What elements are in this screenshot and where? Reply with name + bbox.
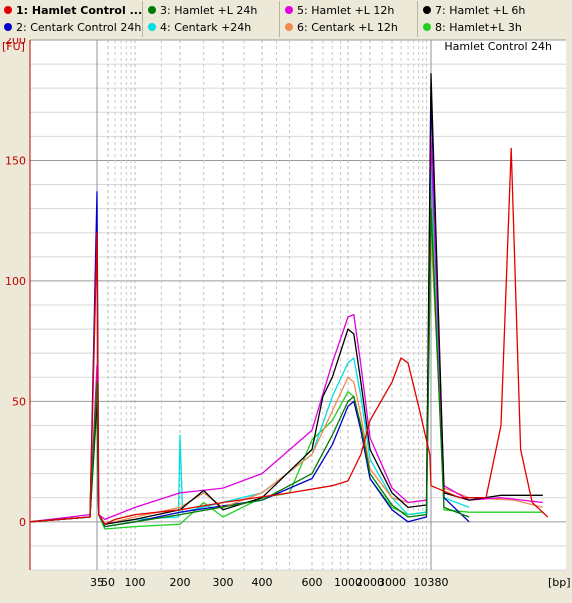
legend-item-1[interactable]: 1: Hamlet Control ... [4,3,142,19]
chart-title: Hamlet Control 24h [444,40,552,53]
x-tick-label: 300 [213,576,234,589]
x-tick-label: 400 [252,576,273,589]
x-tick-label: 10380 [414,576,449,589]
x-tick-label: 35 [90,576,104,589]
legend-separator [142,1,143,37]
y-tick-label: 100 [5,275,26,288]
legend-dot [4,6,12,14]
legend-label: 3: Hamlet +L 24h [160,4,258,17]
legend-dot [423,6,431,14]
legend-dot [285,6,293,14]
legend-label: 6: Centark +L 12h [297,21,398,34]
x-tick-label: 100 [125,576,146,589]
x-axis-label: [bp] [548,576,571,589]
y-axis-label: [FU] [2,40,25,53]
x-tick-label: 50 [101,576,115,589]
legend-dot [148,6,156,14]
legend-label: 8: Hamlet+L 3h [435,21,522,34]
legend-item-2[interactable]: 2: Centark Control 24h [4,20,142,36]
y-tick-label: 150 [5,154,26,167]
legend-dot [423,23,431,31]
legend-item-6[interactable]: 6: Centark +L 12h [285,20,417,36]
y-tick-label: 200 [5,38,26,47]
legend-separator [279,1,280,37]
series-lines [29,73,549,530]
x-tick-label: 2000 [356,576,384,589]
legend-label: 7: Hamlet +L 6h [435,4,526,17]
legend-label: 1: Hamlet Control ... [16,4,142,17]
legend-label: 4: Centark +24h [160,21,252,34]
x-tick-label: 600 [302,576,323,589]
legend-separator [417,1,418,37]
grid [30,39,566,571]
legend-item-3[interactable]: 3: Hamlet +L 24h [148,3,279,19]
legend-label: 2: Centark Control 24h [16,21,142,34]
legend-dot [285,23,293,31]
x-tick-label: 3000 [378,576,406,589]
legend-item-4[interactable]: 4: Centark +24h [148,20,279,36]
legend-item-8[interactable]: 8: Hamlet+L 3h [423,20,568,36]
legend-item-5[interactable]: 5: Hamlet +L 12h [285,3,417,19]
legend-dot [148,23,156,31]
legend-item-7[interactable]: 7: Hamlet +L 6h [423,3,568,19]
x-tick-label: 1000 [334,576,362,589]
y-tick-label: 0 [19,516,26,529]
series-line-5 [29,135,543,523]
legend-dot [4,23,12,31]
series-line-1 [29,147,549,525]
legend: 1: Hamlet Control ... 2: Centark Control … [0,0,572,38]
x-tick-label: 200 [170,576,191,589]
legend-label: 5: Hamlet +L 12h [297,4,395,17]
y-tick-label: 50 [12,395,26,408]
y-tick-labels: 0 50 100 150 200 [5,38,26,529]
